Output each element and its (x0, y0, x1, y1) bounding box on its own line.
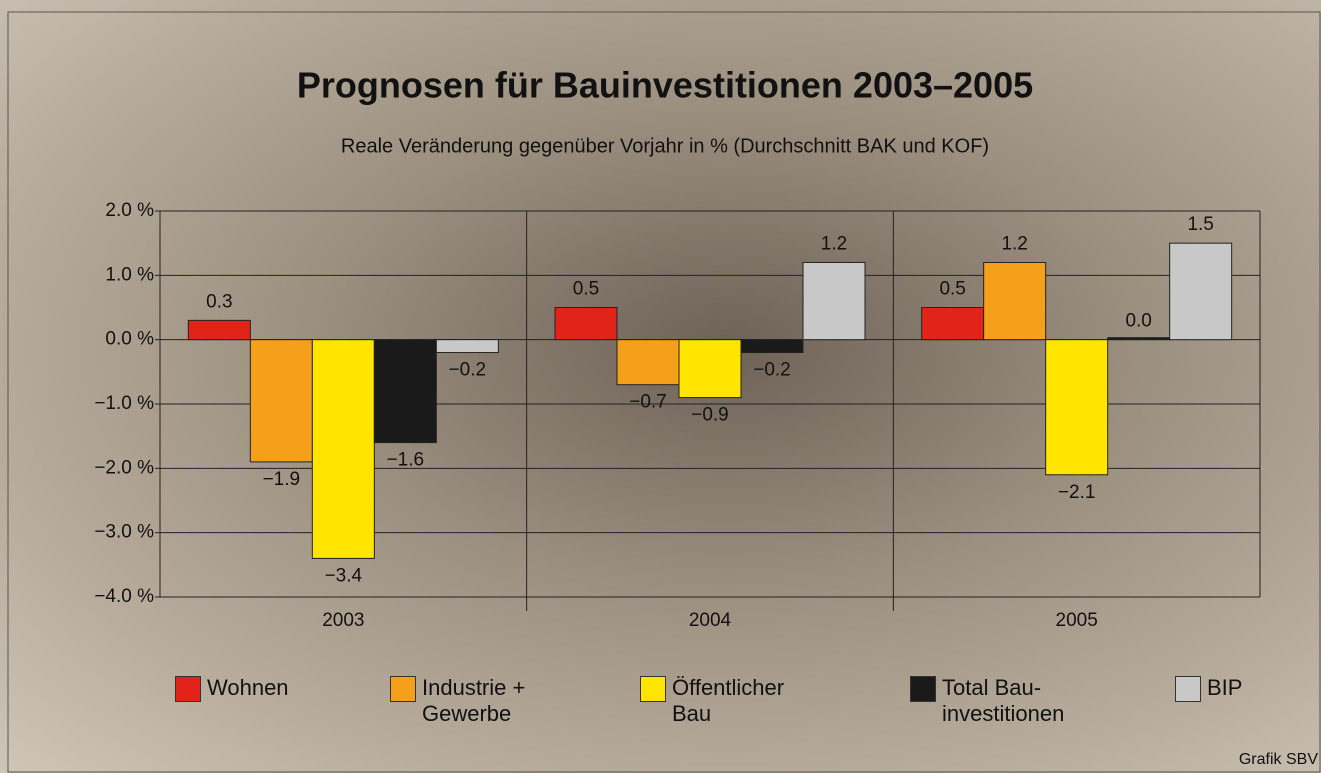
chart-page: Prognosen für Bauinvestitionen 2003–2005… (0, 0, 1321, 773)
bar (1046, 340, 1108, 475)
data-label: 0.5 (939, 279, 965, 300)
data-label: 1.2 (1001, 233, 1027, 254)
bar (374, 340, 436, 443)
legend-swatch (910, 676, 936, 702)
data-label: −0.9 (691, 405, 729, 426)
y-tick-label: −1.0 % (94, 393, 154, 414)
legend-swatch (1175, 676, 1201, 702)
data-label: 0.3 (206, 291, 232, 312)
bar (188, 320, 250, 339)
chart-title: Prognosen für Bauinvestitionen 2003–2005 (297, 65, 1033, 106)
bar (1170, 243, 1232, 340)
bar (803, 262, 865, 339)
bar (922, 308, 984, 340)
x-tick-label: 2005 (1056, 610, 1098, 631)
data-label: 0.0 (1125, 311, 1151, 332)
data-label: −1.6 (387, 450, 425, 471)
chart-subtitle: Reale Veränderung gegenüber Vorjahr in %… (341, 135, 989, 157)
bar (741, 340, 803, 353)
legend-item: Total Bau- investitionen (910, 676, 1064, 727)
data-label: −0.2 (449, 360, 487, 381)
data-label: −2.1 (1058, 482, 1096, 503)
legend-swatch (175, 676, 201, 702)
data-label: 1.2 (821, 233, 847, 254)
data-label: −0.7 (629, 392, 667, 413)
chart: Prognosen für Bauinvestitionen 2003–2005… (0, 0, 1321, 773)
legend-swatch (640, 676, 666, 702)
bar (250, 340, 312, 462)
y-tick-label: 0.0 % (105, 329, 154, 350)
y-tick-label: 1.0 % (105, 264, 154, 285)
legend-label: Wohnen (207, 675, 289, 701)
legend-item: Industrie + Gewerbe (390, 676, 525, 727)
source: Grafik SBV (1239, 751, 1318, 768)
y-tick-label: 2.0 % (105, 200, 154, 221)
data-label: −3.4 (325, 565, 363, 586)
data-label: −1.9 (263, 469, 301, 490)
data-label: 0.5 (573, 279, 599, 300)
data-label: −0.2 (753, 360, 791, 381)
legend-item: BIP (1175, 676, 1242, 702)
y-tick-label: −2.0 % (94, 457, 154, 478)
bar (984, 262, 1046, 339)
legend-item: Öffentlicher Bau (640, 676, 784, 727)
data-label: 1.5 (1187, 214, 1213, 235)
bar (679, 340, 741, 398)
x-tick-label: 2003 (322, 610, 364, 631)
legend-item: Wohnen (175, 676, 289, 702)
legend-label: Industrie + Gewerbe (422, 675, 525, 727)
y-tick-label: −4.0 % (94, 586, 154, 607)
bar (436, 340, 498, 353)
y-tick-label: −3.0 % (94, 522, 154, 543)
bar (617, 340, 679, 385)
legend-label: BIP (1207, 675, 1242, 701)
legend-label: Total Bau- investitionen (942, 675, 1064, 727)
legend-label: Öffentlicher Bau (672, 675, 784, 727)
bar (555, 308, 617, 340)
bar (312, 340, 374, 559)
bar (1108, 338, 1170, 340)
legend-swatch (390, 676, 416, 702)
x-tick-label: 2004 (689, 610, 732, 631)
